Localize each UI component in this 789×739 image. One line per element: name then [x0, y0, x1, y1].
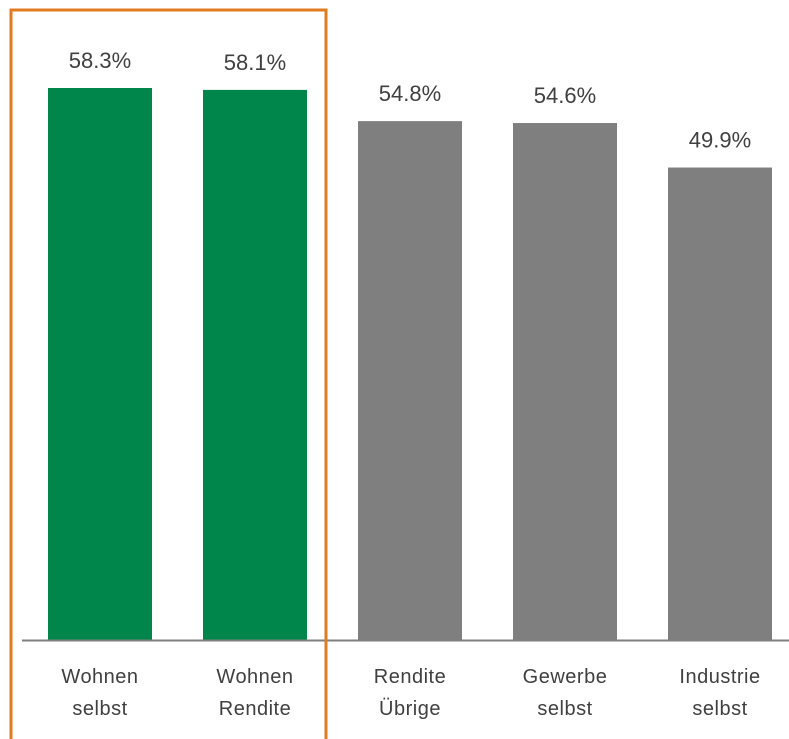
bars-group	[48, 88, 772, 641]
category-label: Rendite	[374, 666, 446, 688]
category-label: selbst	[72, 698, 127, 720]
category-label: selbst	[692, 698, 747, 720]
value-label: 54.6%	[534, 83, 596, 108]
bar	[358, 121, 462, 641]
bar	[203, 89, 307, 640]
bar	[48, 88, 152, 640]
category-label: Industrie	[679, 666, 760, 688]
category-label: Übrige	[379, 698, 441, 720]
value-label: 58.1%	[224, 50, 286, 75]
category-label: Gewerbe	[523, 666, 608, 688]
category-label: Wohnen	[61, 666, 138, 688]
value-label: 58.3%	[69, 48, 131, 73]
category-label: Wohnen	[216, 666, 293, 688]
highlight-box	[9, 8, 328, 739]
category-label: Rendite	[219, 698, 291, 720]
value-label: 54.8%	[379, 81, 441, 106]
value-label: 49.9%	[689, 128, 751, 153]
bar	[513, 123, 617, 640]
value-labels-group: 58.3% 58.1% 54.8% 54.6% 49.9%	[69, 48, 751, 153]
category-labels-group: Wohnen selbst Wohnen Rendite Rendite Übrige Ge…	[61, 666, 760, 720]
category-label: selbst	[537, 698, 592, 720]
bar	[668, 167, 772, 640]
